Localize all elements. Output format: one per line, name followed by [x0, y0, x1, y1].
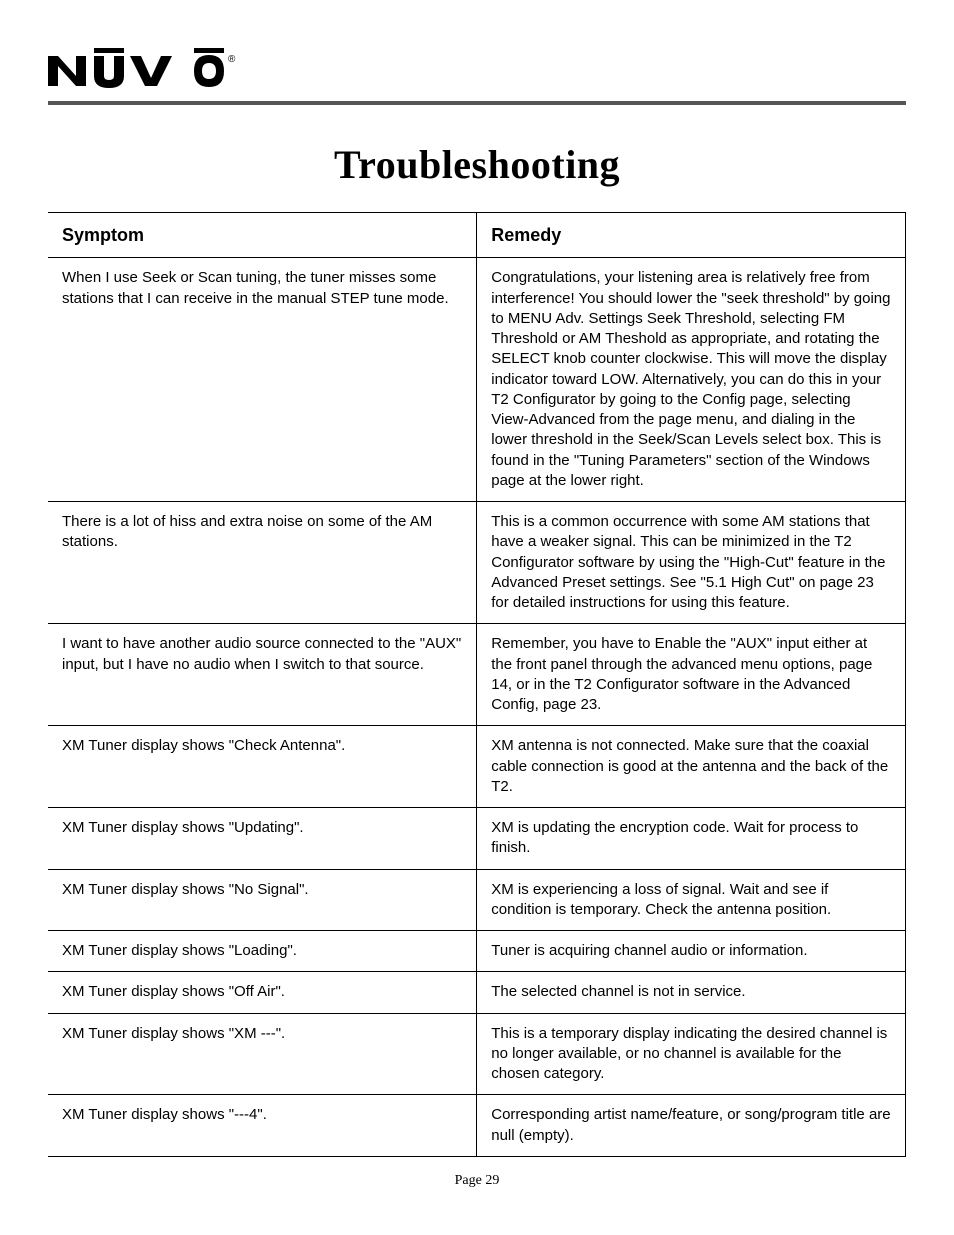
- table-row: XM Tuner display shows "Loading".Tuner i…: [48, 931, 906, 972]
- remedy-cell: Tuner is acquiring channel audio or info…: [477, 931, 906, 972]
- remedy-cell: XM is updating the encryption code. Wait…: [477, 808, 906, 870]
- table-row: There is a lot of hiss and extra noise o…: [48, 502, 906, 624]
- column-header-remedy: Remedy: [477, 213, 906, 258]
- symptom-cell: There is a lot of hiss and extra noise o…: [48, 502, 477, 624]
- header-divider: [48, 101, 906, 105]
- remedy-cell: XM is experiencing a loss of signal. Wai…: [477, 869, 906, 931]
- column-header-symptom: Symptom: [48, 213, 477, 258]
- remedy-cell: XM antenna is not connected. Make sure t…: [477, 726, 906, 808]
- symptom-cell: XM Tuner display shows "Loading".: [48, 931, 477, 972]
- table-row: XM Tuner display shows "---4".Correspond…: [48, 1095, 906, 1157]
- symptom-cell: XM Tuner display shows "Updating".: [48, 808, 477, 870]
- remedy-cell: Remember, you have to Enable the "AUX" i…: [477, 624, 906, 726]
- table-row: XM Tuner display shows "Off Air".The sel…: [48, 972, 906, 1013]
- remedy-cell: Corresponding artist name/feature, or so…: [477, 1095, 906, 1157]
- brand-logo: ®: [48, 48, 906, 93]
- symptom-cell: I want to have another audio source conn…: [48, 624, 477, 726]
- nuvo-logo-svg: ®: [48, 48, 238, 88]
- symptom-cell: XM Tuner display shows "No Signal".: [48, 869, 477, 931]
- page-container: ® Troubleshooting Symptom Remedy When I …: [0, 0, 954, 1235]
- table-row: I want to have another audio source conn…: [48, 624, 906, 726]
- symptom-cell: XM Tuner display shows "XM ---".: [48, 1013, 477, 1095]
- table-row: When I use Seek or Scan tuning, the tune…: [48, 258, 906, 502]
- symptom-cell: When I use Seek or Scan tuning, the tune…: [48, 258, 477, 502]
- table-header-row: Symptom Remedy: [48, 213, 906, 258]
- remedy-cell: The selected channel is not in service.: [477, 972, 906, 1013]
- svg-text:®: ®: [228, 54, 236, 65]
- symptom-cell: XM Tuner display shows "---4".: [48, 1095, 477, 1157]
- remedy-cell: This is a common occurrence with some AM…: [477, 502, 906, 624]
- table-row: XM Tuner display shows "Updating".XM is …: [48, 808, 906, 870]
- symptom-cell: XM Tuner display shows "Check Antenna".: [48, 726, 477, 808]
- symptom-cell: XM Tuner display shows "Off Air".: [48, 972, 477, 1013]
- page-title: Troubleshooting: [48, 141, 906, 188]
- remedy-cell: This is a temporary display indicating t…: [477, 1013, 906, 1095]
- table-row: XM Tuner display shows "XM ---".This is …: [48, 1013, 906, 1095]
- page-number: Page 29: [48, 1173, 906, 1189]
- remedy-cell: Congratulations, your listening area is …: [477, 258, 906, 502]
- troubleshooting-table: Symptom Remedy When I use Seek or Scan t…: [48, 212, 906, 1157]
- table-row: XM Tuner display shows "No Signal".XM is…: [48, 869, 906, 931]
- table-row: XM Tuner display shows "Check Antenna".X…: [48, 726, 906, 808]
